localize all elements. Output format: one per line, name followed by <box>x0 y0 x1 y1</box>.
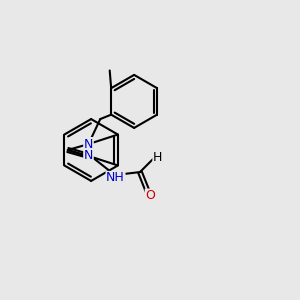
Text: O: O <box>145 189 155 202</box>
Text: N: N <box>84 138 93 151</box>
Text: NH: NH <box>106 172 125 184</box>
Text: H: H <box>153 151 162 164</box>
Text: N: N <box>84 149 93 162</box>
